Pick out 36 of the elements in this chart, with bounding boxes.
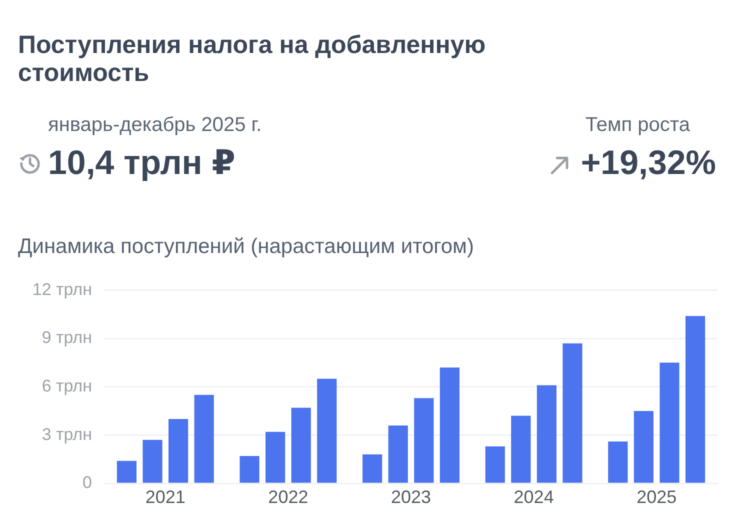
x-tick-label: 2024 xyxy=(514,487,554,508)
bar xyxy=(266,432,286,483)
y-tick-label: 0 xyxy=(82,473,92,492)
bar xyxy=(168,419,188,483)
y-tick-label: 6 трлн xyxy=(42,376,92,396)
bar xyxy=(142,440,162,483)
x-tick-label: 2022 xyxy=(268,487,308,508)
text: январь-декабрь 2025 г. xyxy=(48,114,262,136)
bar xyxy=(511,416,531,483)
x-tick-label: 2025 xyxy=(636,487,677,508)
bar xyxy=(291,408,311,483)
y-tick-label: 9 трлн xyxy=(42,328,92,348)
chart-subtitle: Динамика поступлений (нарастающим итогом) xyxy=(18,235,474,258)
bar xyxy=(414,398,434,483)
x-tick-label: 2021 xyxy=(145,487,186,508)
bar xyxy=(317,378,337,483)
bar xyxy=(536,385,556,483)
chart-title: Поступления налога на добавленную стоимость xyxy=(18,31,487,87)
bar xyxy=(440,367,460,483)
bar xyxy=(194,394,214,483)
text: 10,4 трлн ₽ xyxy=(48,144,236,182)
bar xyxy=(685,316,706,483)
y-tick-label: 3 трлн xyxy=(42,424,92,444)
bar xyxy=(562,343,582,483)
text: +19,32% xyxy=(580,144,716,182)
bar xyxy=(608,442,628,483)
bar xyxy=(116,460,137,483)
bar xyxy=(634,410,654,483)
bar xyxy=(485,446,505,483)
bar xyxy=(388,425,408,483)
bar xyxy=(660,362,680,483)
y-tick-label: 12 трлн xyxy=(32,280,92,299)
x-tick-label: 2023 xyxy=(390,487,432,508)
text: Темп роста xyxy=(585,114,690,136)
bar xyxy=(362,454,382,483)
bar xyxy=(240,456,260,483)
